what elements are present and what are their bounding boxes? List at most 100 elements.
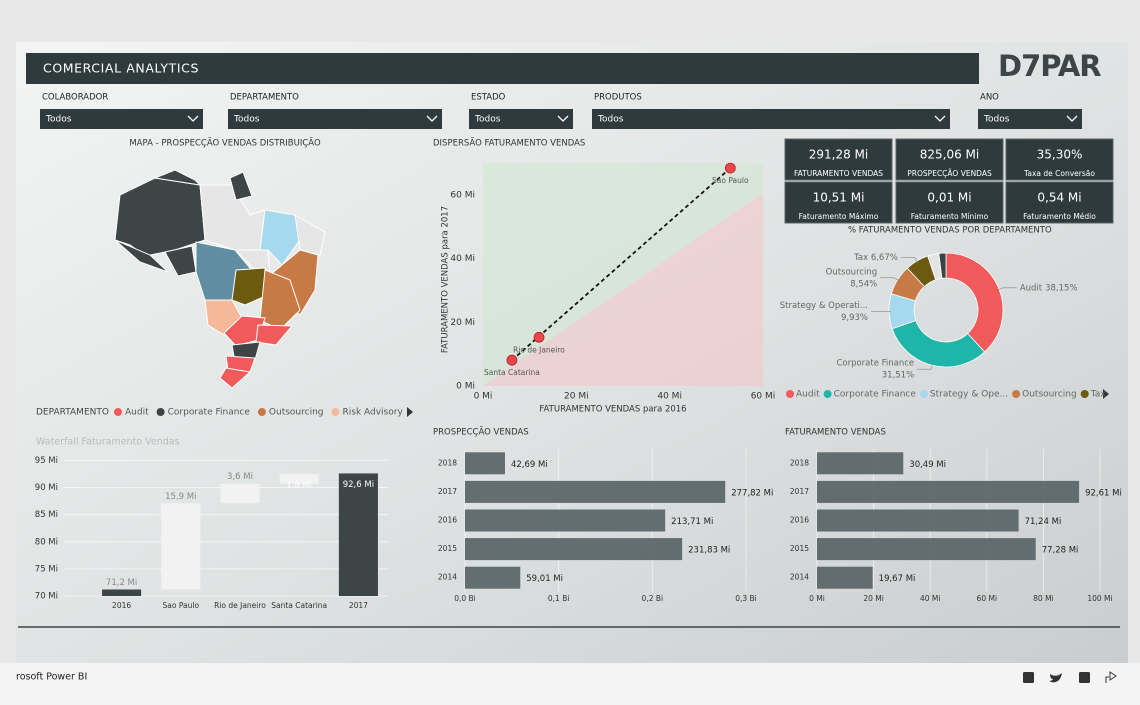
bar (465, 538, 683, 561)
scatter-point (506, 354, 518, 366)
legend-marker (919, 390, 928, 398)
legend-marker (257, 408, 266, 416)
x-tick-label: 2016 (112, 601, 131, 610)
value-label: 42,69 Mi (511, 460, 548, 470)
bar (465, 480, 726, 503)
share-icon[interactable] (1105, 671, 1117, 683)
x-tick-label: 0,1 Bi (548, 594, 570, 603)
filter-value: Todos (597, 115, 624, 125)
x-tick-label: 20 Mi (863, 594, 883, 603)
filter-value: Todos (983, 115, 1010, 125)
bar (817, 452, 904, 475)
region-above (483, 163, 763, 386)
chart-title: PROSPECÇÃO VENDAS (433, 427, 529, 438)
x-tick-label: Sao Paulo (163, 601, 200, 610)
y-tick-label: 70 Mi (35, 592, 58, 602)
state (229, 171, 253, 201)
filter-dropdown[interactable] (228, 109, 442, 129)
leader-line (880, 277, 900, 282)
filter-dropdown[interactable] (469, 109, 573, 129)
value-label: 277,82 Mi (731, 488, 773, 498)
y-tick-label: 80 Mi (35, 537, 58, 547)
value-label: 71,2 Mi (106, 578, 137, 588)
kpi-label: Faturamento Mínimo (911, 212, 989, 221)
filter-value: Todos (474, 115, 501, 125)
bar (817, 509, 1019, 532)
map-legend-title: DEPARTAMENTO (36, 408, 109, 418)
y-tick-label: 2017 (790, 487, 809, 496)
region-below (483, 193, 763, 386)
donut-slice (945, 252, 1004, 353)
legend-label: Tax (1090, 390, 1107, 400)
x-tick-label: 0,3 Bi (735, 594, 757, 603)
waterfall-bar (161, 503, 201, 590)
filter-label: PRODUTOS (594, 93, 642, 103)
x-tick-label: 40 Mi (657, 392, 682, 402)
x-tick-label: 2017 (349, 601, 368, 610)
map-title: MAPA - PROSPECÇÃO VENDAS DISTRIBUIÇÃO (129, 138, 321, 149)
legend-marker (823, 390, 832, 398)
legend-label: Outsourcing (269, 408, 324, 418)
kpi-value: 291,28 Mi (809, 148, 869, 162)
y-tick-label: 2016 (790, 516, 809, 525)
bar (817, 538, 1036, 561)
value-label: 1,8 Mi (286, 480, 312, 490)
twitter-icon[interactable] (1049, 673, 1062, 683)
y-tick-label: 2016 (438, 516, 457, 525)
header-bar (26, 53, 979, 84)
value-label: 92,6 Mi (343, 480, 374, 490)
value-label: 77,28 Mi (1042, 546, 1079, 556)
state (153, 169, 202, 186)
kpi-label: Faturamento Médio (1023, 212, 1096, 221)
slice-label: Outsourcing (826, 267, 878, 277)
kpi-card (1005, 138, 1114, 181)
kpi-value: 10,51 Mi (813, 191, 865, 205)
point-label: Sao Paulo (712, 176, 749, 185)
x-tick-label: 0,0 Bi (454, 594, 476, 603)
value-label: 59,01 Mi (526, 574, 563, 584)
kpi-card (784, 181, 893, 224)
filter-dropdown[interactable] (40, 109, 203, 129)
state (255, 324, 294, 346)
point-label: Santa Catarina (484, 368, 540, 377)
state (294, 214, 326, 256)
y-tick-label: 90 Mi (35, 483, 58, 493)
kpi-card (895, 138, 1004, 181)
slice-label: Audit (1020, 283, 1043, 293)
slice-value: 8,54% (850, 279, 877, 289)
slice-label: Strategy & Operati... (780, 301, 868, 311)
y-tick-label: 2015 (790, 544, 809, 553)
legend-next-arrow[interactable] (1103, 389, 1109, 399)
state (231, 267, 269, 306)
waterfall-bar (102, 589, 142, 596)
y-tick-label: 2014 (438, 573, 457, 582)
x-tick-label: 0,2 Bi (642, 594, 664, 603)
y-tick-label: 75 Mi (35, 564, 58, 574)
y-tick-label: 2014 (790, 573, 809, 582)
facebook-icon[interactable] (1079, 672, 1090, 683)
bar (465, 566, 521, 589)
bar (465, 452, 505, 475)
filter-value: Todos (233, 115, 260, 125)
waterfall-bar (338, 473, 378, 596)
chart-title: DISPERSÃO FATURAMENTO VENDAS (433, 138, 585, 149)
chart-title: FATURAMENTO VENDAS (785, 428, 886, 438)
filter-dropdown[interactable] (592, 109, 950, 129)
value-label: 15,9 Mi (165, 492, 196, 502)
brazil-map (114, 169, 326, 389)
legend-label: Strategy & Ope... (930, 390, 1008, 400)
x-tick-label: 60 Mi (977, 594, 997, 603)
legend-next-arrow[interactable] (407, 407, 413, 417)
header-title: COMERCIAL ANALYTICS (43, 61, 199, 76)
y-tick-label: 0 Mi (456, 382, 475, 392)
dropdown-chevron (557, 115, 569, 122)
state (219, 367, 252, 389)
legend-marker (156, 408, 165, 416)
bar (817, 566, 873, 589)
kpi-value: 825,06 Mi (920, 148, 980, 162)
linkedin-icon[interactable] (1023, 672, 1034, 683)
point-label: Rio de Janeiro (513, 345, 565, 354)
legend-label: Outsourcing (1022, 390, 1077, 400)
filter-dropdown[interactable] (978, 109, 1082, 129)
